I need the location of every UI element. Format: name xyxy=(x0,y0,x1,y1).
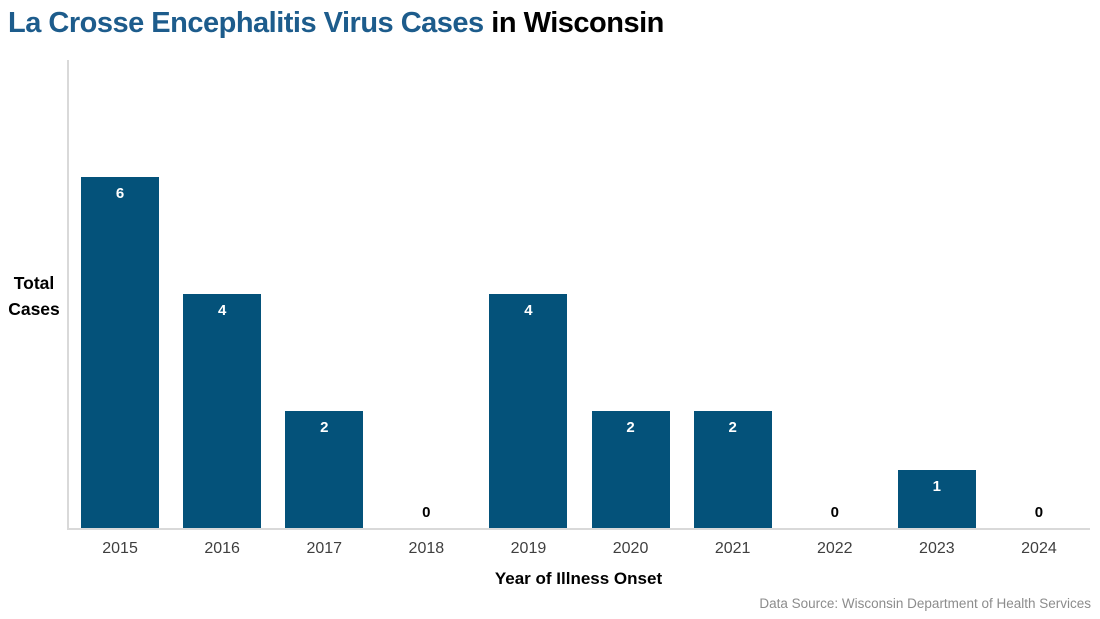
x-axis-title: Year of Illness Onset xyxy=(494,569,663,588)
source-note: Data Source: Wisconsin Department of Hea… xyxy=(759,596,1091,611)
y-axis-label-line1: Total xyxy=(13,273,55,293)
bar-2016: 4 xyxy=(183,294,262,528)
bar-value-label-2016: 4 xyxy=(217,302,227,319)
bar-2019: 4 xyxy=(489,294,568,528)
x-tick-2023: 2023 xyxy=(919,540,955,557)
bar-2017: 2 xyxy=(285,411,364,528)
bar-value-label-2015: 6 xyxy=(115,185,125,202)
zero-value-label-2018: 0 xyxy=(422,504,431,521)
bar-2015: 6 xyxy=(81,177,160,528)
x-tick-2017: 2017 xyxy=(306,540,343,557)
bar-2020: 2 xyxy=(591,411,670,528)
x-tick-2018: 2018 xyxy=(408,540,445,557)
x-tick-2024: 2024 xyxy=(1021,540,1057,557)
x-tick-2021: 2021 xyxy=(714,540,751,557)
chart-title: La Crosse Encephalitis Virus Cases in Wi… xyxy=(8,7,664,40)
zero-value-label-2024: 0 xyxy=(1034,504,1044,521)
bar-value-label-2020: 2 xyxy=(626,419,635,436)
bar-2023: 1 xyxy=(897,469,976,528)
chart-title-highlight: La Crosse Encephalitis Virus Cases xyxy=(8,7,484,39)
x-tick-2016: 2016 xyxy=(204,540,240,557)
x-tick-2022: 2022 xyxy=(816,540,853,557)
bar-value-label-2021: 2 xyxy=(728,419,737,436)
x-tick-2019: 2019 xyxy=(510,540,547,557)
chart-title-rest: in Wisconsin xyxy=(483,7,664,39)
y-axis-label: Total Cases xyxy=(8,270,60,322)
y-axis-label-line2: Cases xyxy=(8,299,60,319)
bar-value-label-2019: 4 xyxy=(524,302,533,319)
x-tick-2015: 2015 xyxy=(102,540,138,557)
x-tick-row: 2015 2016 2017 2018 2019 2020 2021 2022 2023 2024 xyxy=(69,540,1090,560)
zero-value-label-2022: 0 xyxy=(830,504,839,521)
bar-value-label-2017: 2 xyxy=(320,419,329,436)
x-tick-2020: 2020 xyxy=(612,540,649,557)
bar-2021: 2 xyxy=(693,411,772,528)
plot-area: 6 4 2 0 4 2 2 0 1 0 xyxy=(67,60,1090,530)
bar-value-label-2023: 1 xyxy=(932,477,942,495)
